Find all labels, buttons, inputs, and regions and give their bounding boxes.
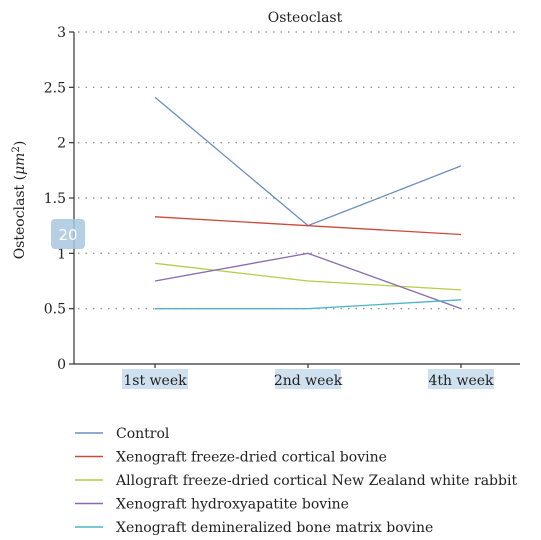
series-lines	[154, 96, 462, 310]
legend-label: Allograft freeze-dried cortical New Zeal…	[115, 473, 517, 489]
legend-label: Xenograft demineralized bone matrix bovi…	[116, 520, 433, 536]
y-tick-labels: 0 0.5 1 1.5 2 2.5 3	[44, 25, 74, 373]
legend-label: Control	[116, 426, 170, 442]
x-tick-highlight	[122, 369, 188, 389]
series-line-3	[154, 262, 462, 291]
y-tick-label: 0	[57, 357, 66, 373]
x-tick-label: 1st week	[123, 373, 187, 389]
badge-background	[51, 219, 85, 249]
legend-item: Control	[75, 426, 170, 442]
x-tick-labels: 1st week 2nd week 4th week	[122, 364, 494, 389]
y-tick-label: 2.5	[44, 80, 66, 96]
series-line-4	[154, 252, 462, 310]
y-tick-label: 1.5	[44, 191, 66, 207]
badge-text: 20	[58, 226, 77, 244]
chart-title: Osteoclast	[268, 10, 343, 26]
legend: Control Xenograft freeze-dried cortical b…	[75, 426, 517, 536]
y-tick-label: 2	[57, 136, 66, 152]
y-tick-label: 3	[57, 25, 66, 41]
series-line-5	[155, 299, 462, 310]
legend-item: Xenograft freeze-dried cortical bovine	[75, 450, 387, 466]
legend-item: Xenograft demineralized bone matrix bovi…	[75, 520, 433, 536]
x-tick-highlight	[275, 369, 341, 389]
y-tick-label: 0.5	[44, 302, 66, 318]
x-tick-highlight	[428, 369, 494, 389]
overlay-badge: 20	[51, 219, 85, 249]
gridlines	[78, 31, 520, 310]
legend-label: Xenograft freeze-dried cortical bovine	[116, 450, 387, 466]
x-tick-label: 2nd week	[274, 373, 343, 389]
x-tick-label: 4th week	[428, 373, 494, 389]
y-axis-label: Osteoclast (μm2)	[11, 141, 28, 260]
legend-label: Xenograft hydroxyapatite bovine	[116, 497, 349, 513]
series-line-1	[154, 96, 462, 227]
legend-item: Xenograft hydroxyapatite bovine	[75, 497, 349, 513]
series-line-2	[154, 216, 462, 236]
legend-item: Allograft freeze-dried cortical New Zeal…	[75, 473, 517, 489]
y-tick-label: 1	[57, 246, 66, 262]
